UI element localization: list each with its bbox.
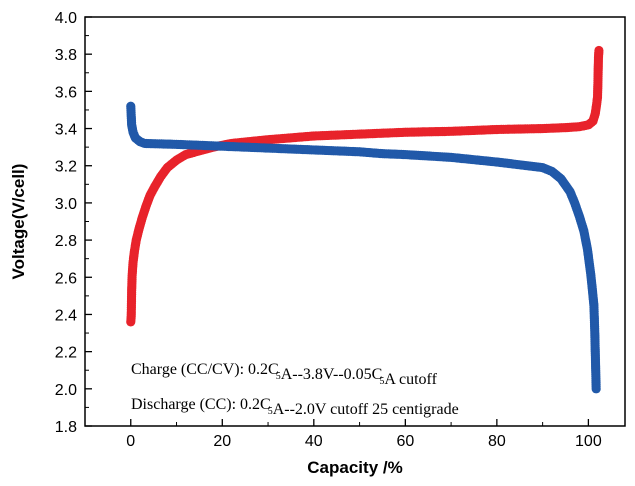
y-tick-label: 2.4: [55, 307, 77, 324]
x-tick-label: 80: [488, 433, 506, 450]
y-tick-label: 3.0: [55, 196, 77, 213]
annotation-text: Discharge (CC): 0.2C: [131, 396, 271, 413]
series-1: [126, 45, 604, 327]
data-point: [594, 45, 604, 56]
x-axis: 0 20 40 60 80 100: [84, 419, 602, 450]
y-tick-label: 3.6: [55, 84, 77, 101]
annotation-text: A--3.8V--0.05C: [281, 366, 383, 383]
y-tick-label: 3.4: [55, 122, 77, 139]
data-point: [591, 384, 601, 394]
annotation-subscript: 5: [276, 371, 281, 382]
x-axis-title: Capacity /%: [307, 458, 402, 477]
y-tick-label: 2.0: [55, 382, 77, 399]
y-axis: 1.8 2.0 2.2 2.4 2.6 2.8 3.0 3.2 3.4 3.6 3.8 4.0: [55, 10, 92, 436]
y-tick-label: 2.8: [55, 233, 77, 250]
y-tick-label: 2.6: [55, 270, 77, 287]
annotation-text: A--2.0V cutoff 25 centigrade: [273, 401, 459, 418]
x-tick-label: 20: [213, 433, 231, 450]
x-tick-label: 0: [126, 433, 135, 450]
annotation-line: Discharge (CC): 0.2C5A--2.0V cutoff 25 c…: [131, 396, 459, 418]
annotation-layer: Charge (CC/CV): 0.2C5A--3.8V--0.05C5A cu…: [131, 361, 459, 418]
series-layer: [126, 45, 604, 394]
annotation-line: Charge (CC/CV): 0.2C5A--3.8V--0.05C5A cu…: [131, 361, 438, 388]
x-tick-label: 100: [575, 433, 602, 450]
annotation-subscript: 5: [268, 406, 273, 417]
y-tick-label: 3.2: [55, 159, 77, 176]
annotation-text: Charge (CC/CV): 0.2C: [131, 361, 279, 378]
y-tick-label: 1.8: [55, 419, 77, 436]
series-2: [126, 101, 601, 394]
annotation-subscript: 5: [379, 376, 384, 387]
y-axis-title: Voltage(V/cell): [9, 164, 28, 280]
y-tick-label: 2.2: [55, 345, 77, 362]
annotation-text: A cutoff: [384, 371, 437, 388]
x-tick-label: 40: [305, 433, 323, 450]
y-tick-label: 4.0: [55, 10, 77, 27]
x-tick-label: 60: [396, 433, 414, 450]
y-tick-label: 3.8: [55, 47, 77, 64]
